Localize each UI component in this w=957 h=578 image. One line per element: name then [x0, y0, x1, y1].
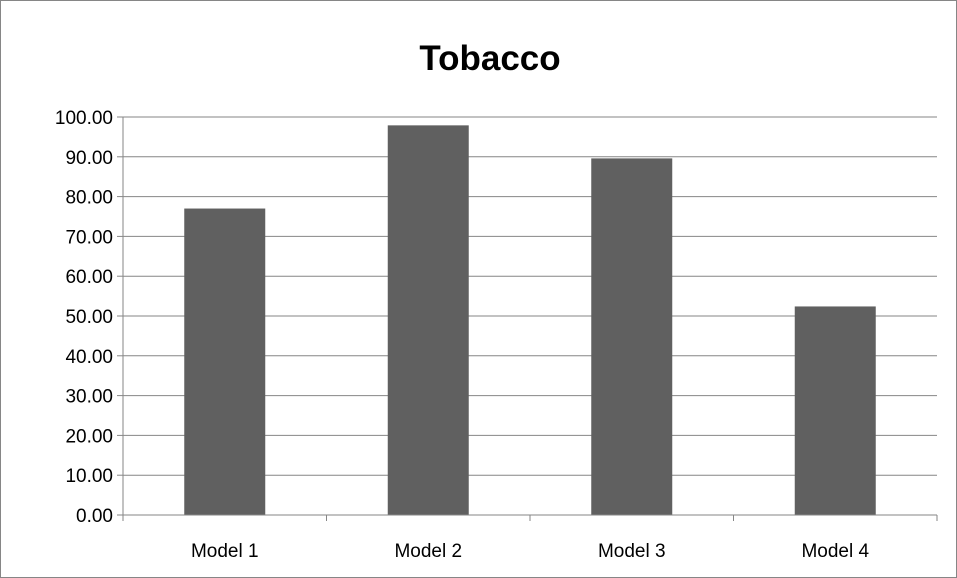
- y-tick-label: 90.00: [65, 148, 113, 169]
- chart-title: Tobacco: [419, 39, 560, 78]
- x-category-label: Model 4: [801, 541, 869, 562]
- y-tick-label: 50.00: [65, 307, 113, 328]
- bar: [184, 208, 266, 516]
- bar: [387, 125, 469, 515]
- y-tick-label: 20.00: [65, 426, 113, 447]
- y-tick-label: 0.00: [76, 506, 113, 527]
- y-tick-label: 30.00: [65, 387, 113, 408]
- bar: [591, 158, 673, 515]
- x-axis-category-labels: Model 1 Model 2 Model 3 Model 4: [191, 541, 870, 562]
- x-category-label: Model 1: [191, 541, 259, 562]
- x-category-label: Model 2: [394, 541, 462, 562]
- axes: [117, 116, 938, 521]
- x-category-label: Model 3: [598, 541, 666, 562]
- y-tick-label: 80.00: [65, 188, 113, 209]
- y-tick-label: 100.00: [55, 108, 113, 129]
- bars: [184, 125, 876, 516]
- y-axis-tick-labels: 0.00 10.00 20.00 30.00 40.00 50.00 60.00 70.00 8…: [55, 108, 113, 527]
- y-tick-label: 70.00: [65, 227, 113, 248]
- y-tick-label: 60.00: [65, 267, 113, 288]
- y-tick-label: 10.00: [65, 466, 113, 487]
- bar: [794, 306, 876, 515]
- y-tick-label: 40.00: [65, 347, 113, 368]
